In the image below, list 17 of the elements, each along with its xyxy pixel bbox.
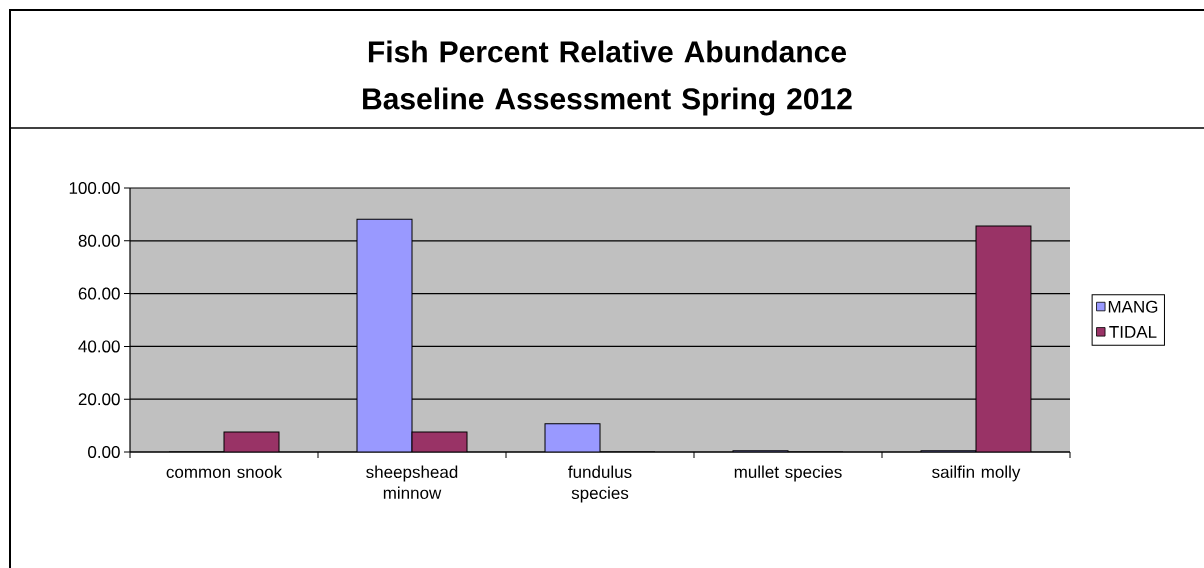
bar <box>544 423 601 452</box>
x-tick-label: sailfin molly <box>932 465 1021 482</box>
y-tick-label: 20.00 <box>78 393 120 406</box>
x-tick-label: fundulus species <box>568 465 632 503</box>
y-tick-label: 40.00 <box>78 340 120 353</box>
x-tick-label: mullet species <box>734 465 842 482</box>
bar <box>356 218 413 452</box>
y-tick-label: 100.00 <box>69 181 120 195</box>
legend-label: TIDAL <box>1109 326 1157 338</box>
chart-title: Fish Percent Relative Abundance Baseline Assessment Spring 2012 <box>363 40 852 116</box>
y-tick-label: 80.00 <box>78 234 120 247</box>
x-tick-label: common snook <box>166 465 283 479</box>
legend-label: MANG <box>1108 300 1158 313</box>
bar <box>975 225 1032 452</box>
y-tick-label: 0.00 <box>88 445 120 459</box>
y-tick-label: 60.00 <box>78 287 120 300</box>
x-tick-label: sheepshead minnow <box>366 465 458 500</box>
